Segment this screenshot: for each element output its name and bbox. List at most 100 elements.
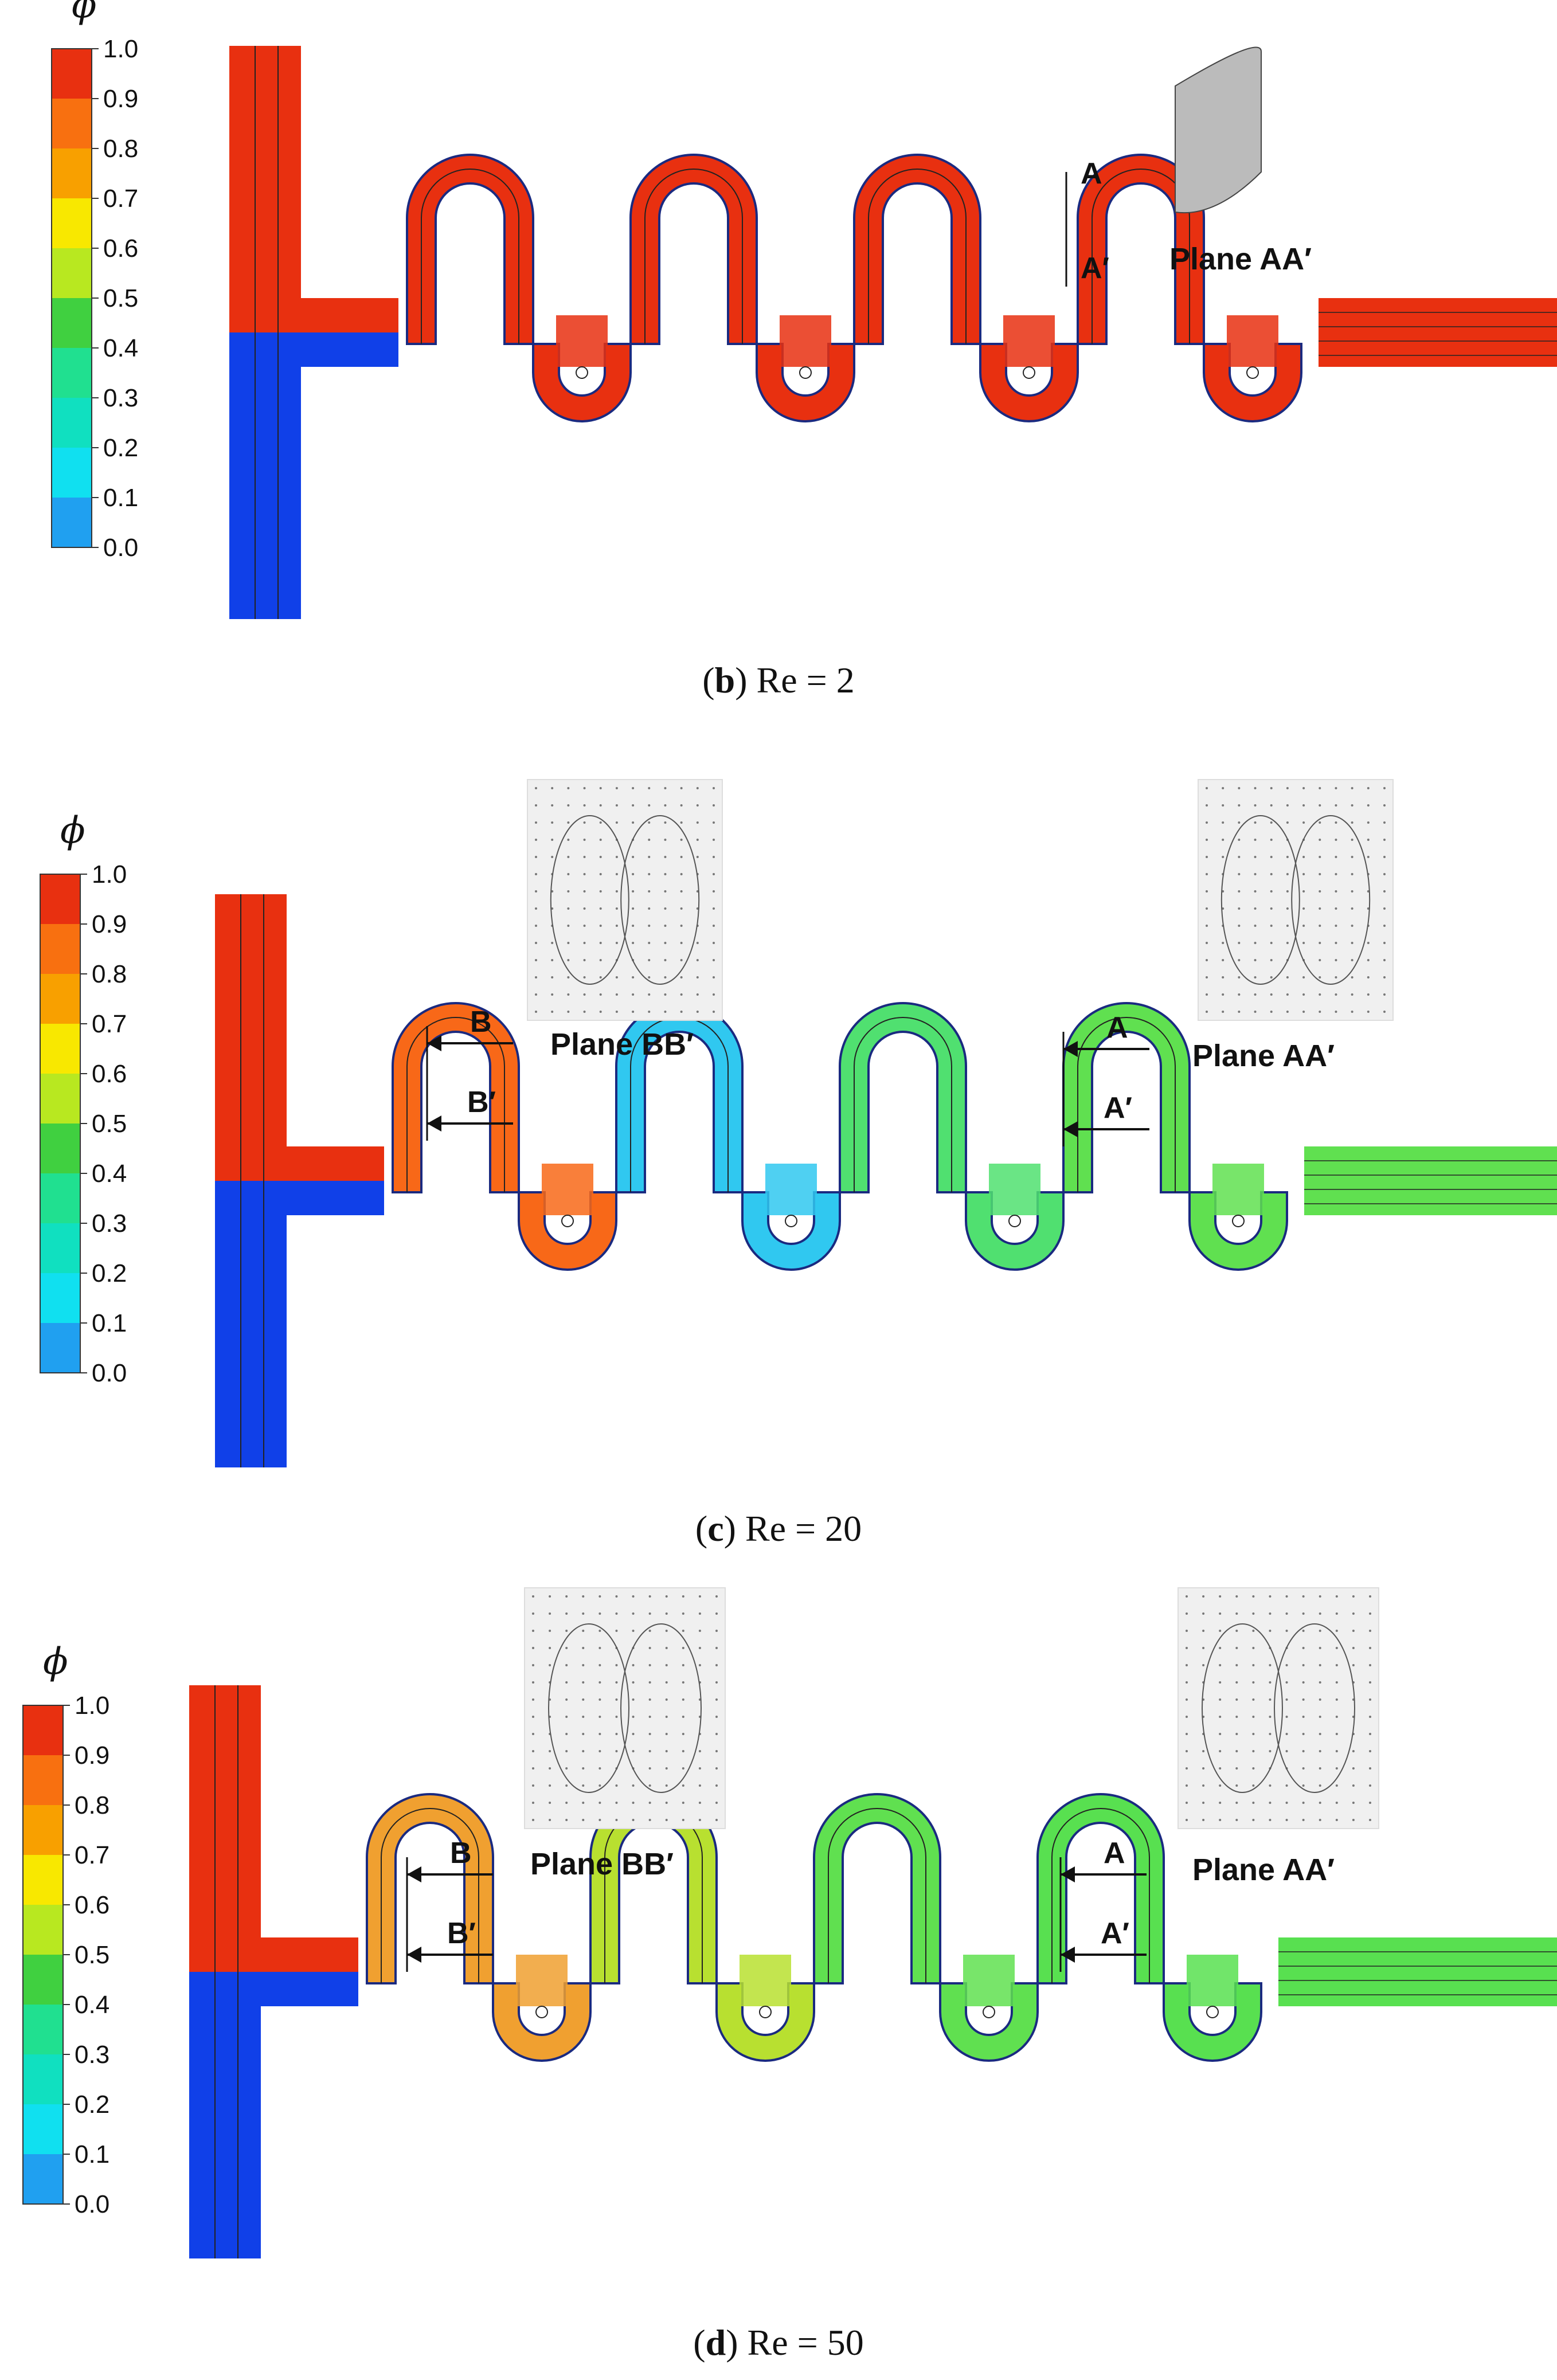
velocity-inset-b-vector-dot: [665, 1716, 668, 1718]
velocity-inset-a-label: Plane AA′: [1169, 242, 1312, 276]
velocity-inset-a-vector-dot: [1202, 1595, 1205, 1598]
velocity-inset-a-vector-dot: [1319, 1011, 1321, 1013]
velocity-inset-a-vector-dot: [1219, 1630, 1222, 1632]
velocity-inset-b-vector-dot: [565, 1733, 568, 1735]
velocity-inset-a-vector-dot: [1269, 1595, 1272, 1598]
velocity-inset-b-vector-dot: [715, 1733, 718, 1735]
velocity-inset-a-vector-dot: [1269, 1630, 1272, 1632]
velocity-inset-b-vector-dot: [615, 856, 618, 858]
velocity-inset-a-vector-dot: [1252, 1716, 1255, 1718]
section-marker-b-arrowhead: [407, 1866, 421, 1882]
velocity-inset-a-vector-dot: [1270, 907, 1273, 910]
velocity-inset-a-vector-dot: [1222, 942, 1225, 944]
velocity-inset-b-vector-dot: [632, 1802, 635, 1804]
vortex-mark: [1232, 1215, 1245, 1227]
velocity-inset-b-vector-dot: [599, 993, 602, 996]
mixing-arch: [853, 154, 981, 345]
colorbar-segment: [52, 148, 92, 198]
velocity-inset-a-vector-dot: [1369, 1767, 1371, 1770]
velocity-inset-b-vector-dot: [567, 856, 570, 858]
velocity-inset-a-vector-dot: [1254, 890, 1257, 892]
velocity-inset-a-vector-dot: [1206, 907, 1208, 910]
velocity-inset-a-vector-dot: [1369, 1733, 1371, 1735]
velocity-inset-b-vector-dot: [599, 890, 602, 892]
velocity-inset-b-vector-dot: [549, 1767, 551, 1770]
velocity-inset-a-vector-dot: [1335, 873, 1337, 875]
velocity-inset-b-vector-dot: [535, 925, 537, 927]
velocity-inset-a-vector-dot: [1238, 821, 1241, 824]
velocity-inset-b-vector-dot: [532, 1750, 534, 1752]
velocity-inset-a-vector-dot: [1351, 1011, 1353, 1013]
velocity-inset-b-vector-dot: [598, 1630, 601, 1632]
colorbar-segment: [52, 398, 92, 448]
velocity-inset-a-vector-dot: [1202, 1612, 1205, 1615]
caption-d: (d) Re = 50: [693, 2322, 864, 2363]
velocity-inset-b-vector-dot: [648, 1630, 651, 1632]
velocity-inset-b-vector-dot: [551, 856, 554, 858]
velocity-inset-b-vector-dot: [665, 1767, 668, 1770]
colorbar-segment: [40, 974, 80, 1024]
colorbar-segment: [23, 1805, 63, 1855]
velocity-inset-a-vector-dot: [1238, 907, 1241, 910]
velocity-inset-b-vector-dot: [665, 1750, 668, 1752]
velocity-inset-b-vector-dot: [698, 1595, 701, 1598]
connector-lower: [287, 1181, 384, 1215]
velocity-inset-b-vector-dot: [535, 787, 537, 789]
colorbar-tick-label: 0.7: [103, 185, 138, 213]
outlet-channel: [1278, 1937, 1557, 2006]
colorbar-segment: [52, 348, 92, 398]
panel-d-figure: ϕ1.0 0.9 0.8 0.7 0.6 0.5 0.4 0.3 0.2 0.1 0.0 B B′ A A…: [22, 1587, 1557, 2258]
velocity-inset-b-vector-dot: [665, 1630, 668, 1632]
velocity-inset-b-vector-dot: [632, 804, 635, 807]
section-marker-b-label: B: [450, 1837, 472, 1870]
velocity-inset-a-vector-dot: [1254, 804, 1257, 807]
velocity-inset-a-vector-dot: [1351, 787, 1353, 789]
velocity-inset-a-vector-dot: [1351, 890, 1353, 892]
velocity-inset-a: Plane AA′: [1177, 1587, 1379, 1887]
velocity-inset-a: Plane AA′: [1192, 779, 1394, 1073]
velocity-inset-a-vector-dot: [1222, 976, 1225, 978]
velocity-inset-a-vector-dot: [1285, 1612, 1288, 1615]
velocity-inset-b-vector-dot: [665, 1802, 668, 1804]
colorbar-segment: [52, 498, 92, 547]
colorbar-tick-label: 0.2: [92, 1259, 127, 1287]
velocity-inset-b-vector-dot: [682, 1681, 684, 1684]
simulation-field: [229, 46, 1557, 619]
velocity-inset-a-vector-dot: [1285, 1698, 1288, 1701]
velocity-inset-b-vector-dot: [698, 1802, 701, 1804]
velocity-inset-b-vector-dot: [565, 1802, 568, 1804]
streamline: [1077, 1017, 1176, 1192]
colorbar-segment: [52, 49, 92, 99]
velocity-inset-a-vector-dot: [1202, 1647, 1205, 1649]
velocity-inset-b-vector-dot: [665, 1647, 668, 1649]
velocity-inset-a-vector-dot: [1383, 925, 1386, 927]
velocity-inset-b-vector-dot: [665, 1733, 668, 1735]
velocity-inset-a-vector-dot: [1302, 1767, 1305, 1770]
colorbar-segment: [23, 2054, 63, 2104]
velocity-inset-b-vector-dot: [535, 1011, 537, 1013]
streamline: [828, 1808, 926, 1983]
velocity-inset-b-vector-dot: [696, 787, 699, 789]
velocity-inset-b-vector-dot: [696, 890, 699, 892]
connector-lower: [261, 1972, 358, 2006]
velocity-inset-b-vector-dot: [648, 787, 651, 789]
velocity-inset-a-vector-dot: [1202, 1819, 1205, 1821]
velocity-inset-b-vector-dot: [664, 993, 667, 996]
velocity-inset-b-vector-dot: [632, 907, 635, 910]
velocity-inset-b-vector-dot: [599, 907, 602, 910]
velocity-inset-a-vector-dot: [1254, 907, 1257, 910]
velocity-inset-a-vector-dot: [1186, 1630, 1188, 1632]
velocity-inset-b-vector-dot: [599, 925, 602, 927]
velocity-inset-b-vector-dot: [582, 1647, 585, 1649]
velocity-inset-a-vector-dot: [1383, 993, 1386, 996]
vortex-mark: [576, 366, 588, 379]
velocity-inset-b-vector-dot: [665, 1819, 668, 1821]
velocity-inset-a-vector-dot: [1186, 1733, 1188, 1735]
velocity-inset-a-vector-dot: [1219, 1767, 1222, 1770]
velocity-inset-a-vector-dot: [1319, 1630, 1321, 1632]
velocity-inset-a-vector-dot: [1302, 1784, 1305, 1787]
recirculation-chamber: [989, 1164, 1040, 1215]
velocity-inset-a-vector-dot: [1238, 873, 1241, 875]
velocity-inset-b-vector-dot: [664, 976, 667, 978]
colorbar-tick-label: 0.9: [75, 1741, 109, 1770]
